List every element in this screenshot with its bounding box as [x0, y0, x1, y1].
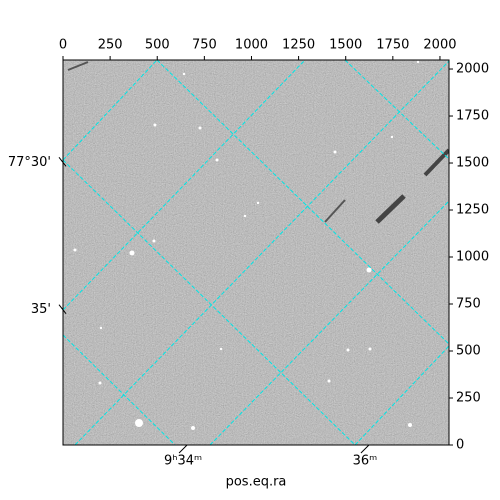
y-tick-label: 500 — [456, 344, 481, 359]
y-tick-label: 250 — [456, 391, 481, 406]
dec-tick-label: 77°30' — [8, 155, 51, 170]
y-tick-label: 2000 — [456, 62, 489, 77]
y-tick-label: 0 — [456, 438, 464, 453]
x-tick-label: 500 — [145, 38, 170, 53]
ra-tick — [360, 444, 370, 454]
image-noise — [63, 60, 449, 445]
plot-frame — [62, 59, 450, 446]
y-tick-label: 1750 — [456, 109, 489, 124]
x-tick-label: 1250 — [282, 38, 315, 53]
y-tick-label: 750 — [456, 297, 481, 312]
x-tick-label: 1000 — [235, 38, 268, 53]
dec-tick — [58, 304, 67, 314]
dec-tick-label: 35' — [31, 302, 51, 317]
x-tick-label: 250 — [98, 38, 123, 53]
y-tick-label: 1500 — [456, 156, 489, 171]
x-tick-label: 750 — [192, 38, 217, 53]
x-axis-label: pos.eq.ra — [226, 475, 287, 490]
x-tick-label: 1750 — [376, 38, 409, 53]
ra-tick-label: 9ʰ34ᵐ — [164, 454, 202, 469]
ra-tick-label: 36ᵐ — [353, 454, 378, 469]
x-tick-label: 0 — [59, 38, 67, 53]
ra-tick — [178, 444, 188, 454]
x-tick-label: 1500 — [329, 38, 362, 53]
y-tick-label: 1250 — [456, 203, 489, 218]
dec-tick — [58, 156, 67, 167]
x-tick-label: 2000 — [423, 38, 456, 53]
y-tick-label: 1000 — [456, 250, 489, 265]
coordinate-grid — [63, 60, 449, 445]
stars — [67, 60, 449, 430]
